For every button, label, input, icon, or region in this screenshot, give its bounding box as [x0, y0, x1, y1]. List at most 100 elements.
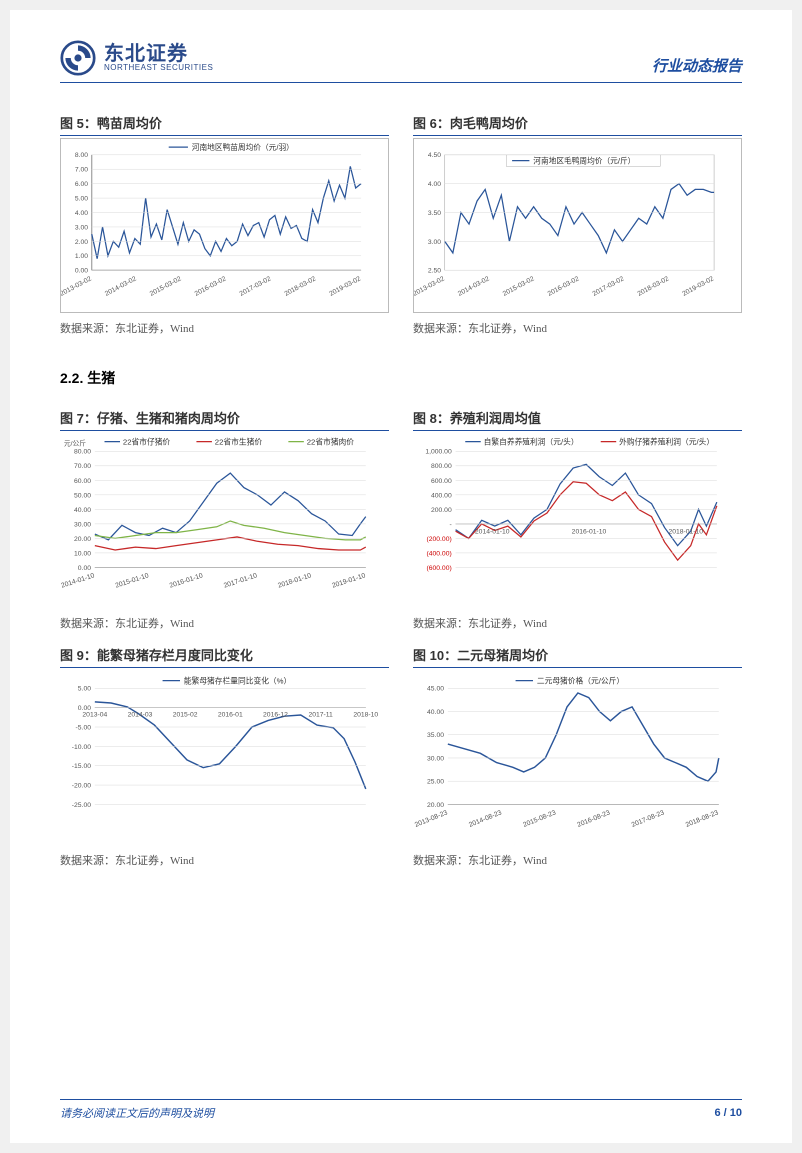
svg-text:200.00: 200.00 — [431, 507, 452, 514]
svg-text:2013-08-23: 2013-08-23 — [414, 809, 449, 829]
svg-text:(600.00): (600.00) — [427, 565, 452, 572]
company-logo-icon — [60, 40, 96, 76]
svg-text:2014-03-02: 2014-03-02 — [104, 275, 138, 297]
svg-text:2015-01-10: 2015-01-10 — [115, 572, 150, 589]
svg-text:2015-08-23: 2015-08-23 — [522, 809, 557, 829]
figure-9-chart: 能繁母猪存栏量同比变化（%） -25.00-20.00-15.00-10.00-… — [60, 670, 389, 845]
figure-10-source: 数据来源：东北证券，Wind — [413, 852, 742, 868]
figure-6-title: 图 6：肉毛鸭周均价 — [413, 113, 742, 136]
svg-text:20.00: 20.00 — [427, 802, 444, 809]
svg-text:-5.00: -5.00 — [76, 724, 92, 731]
document-type: 行业动态报告 — [652, 55, 742, 76]
svg-text:40.00: 40.00 — [74, 507, 91, 514]
svg-text:1,000.00: 1,000.00 — [425, 449, 452, 456]
figure-9: 图 9：能繁母猪存栏月度同比变化 能繁母猪存栏量同比变化（%） -25.00 -2… — [60, 645, 389, 868]
svg-text:2015-03-02: 2015-03-02 — [502, 275, 536, 297]
svg-text:2013-03-02: 2013-03-02 — [61, 275, 93, 297]
svg-text:2017-01-10: 2017-01-10 — [223, 572, 258, 589]
svg-text:2018-01-10: 2018-01-10 — [277, 572, 312, 589]
header-divider — [60, 82, 742, 83]
svg-text:4.50: 4.50 — [428, 152, 441, 159]
figure-6-chart: 河南地区毛鸭周均价（元/斤） 2.503.003.504.004.50 2013… — [413, 138, 742, 313]
svg-text:60.00: 60.00 — [74, 478, 91, 485]
svg-text:2013-03-02: 2013-03-02 — [414, 275, 446, 297]
svg-text:22省市猪肉价: 22省市猪肉价 — [307, 437, 355, 447]
svg-text:8.00: 8.00 — [75, 152, 88, 159]
svg-text:2019-03-02: 2019-03-02 — [328, 275, 362, 297]
svg-text:22省市生猪价: 22省市生猪价 — [215, 437, 263, 447]
figure-7-source: 数据来源：东北证券，Wind — [60, 615, 389, 631]
svg-text:(200.00): (200.00) — [427, 536, 452, 543]
svg-text:2016-03-02: 2016-03-02 — [547, 275, 581, 297]
svg-text:-25.00: -25.00 — [72, 802, 91, 809]
svg-text:2014-01-10: 2014-01-10 — [60, 572, 95, 589]
figure-9-title: 图 9：能繁母猪存栏月度同比变化 — [60, 645, 389, 668]
svg-text:2016-01: 2016-01 — [218, 711, 243, 718]
figure-8-title: 图 8：养殖利润周均值 — [413, 408, 742, 431]
figure-5-title: 图 5：鸭苗周均价 — [60, 113, 389, 136]
svg-text:2018-03-02: 2018-03-02 — [283, 275, 317, 297]
figure-6-source: 数据来源：东北证券，Wind — [413, 320, 742, 336]
svg-text:30.00: 30.00 — [427, 755, 444, 762]
logo: 东北证券 NORTHEAST SECURITIES — [60, 40, 213, 76]
svg-text:80.00: 80.00 — [74, 449, 91, 456]
figure-9-source: 数据来源：东北证券，Wind — [60, 852, 389, 868]
figure-8-chart: 自繁自养养殖利润（元/头） 外购仔猪养殖利润（元/头） (600.00) (400… — [413, 433, 742, 608]
svg-text:4.00: 4.00 — [75, 210, 88, 217]
svg-text:3.00: 3.00 — [428, 239, 441, 246]
figure-5-chart: 河南地区鸭苗周均价（元/羽） 0.001.002.003.004.005.006… — [60, 138, 389, 313]
svg-text:2017-03-02: 2017-03-02 — [592, 275, 626, 297]
figure-8: 图 8：养殖利润周均值 自繁自养养殖利润（元/头） 外购仔猪养殖利润（元/头） … — [413, 408, 742, 631]
svg-text:2.50: 2.50 — [428, 268, 441, 275]
svg-text:40.00: 40.00 — [427, 709, 444, 716]
svg-text:3.00: 3.00 — [75, 224, 88, 231]
svg-text:2017-11: 2017-11 — [308, 711, 333, 718]
svg-text:1.00: 1.00 — [75, 253, 88, 260]
svg-text:800.00: 800.00 — [431, 463, 452, 470]
svg-text:50.00: 50.00 — [74, 492, 91, 499]
svg-text:2019-01-10: 2019-01-10 — [331, 572, 366, 589]
svg-text:6.00: 6.00 — [75, 181, 88, 188]
page: 东北证券 NORTHEAST SECURITIES 行业动态报告 图 5：鸭苗周… — [10, 10, 792, 1143]
figure-5-source: 数据来源：东北证券，Wind — [60, 320, 389, 336]
svg-text:30.00: 30.00 — [74, 521, 91, 528]
svg-text:能繁母猪存栏量同比变化（%）: 能繁母猪存栏量同比变化（%） — [184, 675, 291, 685]
company-name-en: NORTHEAST SECURITIES — [104, 64, 213, 72]
svg-text:0.00: 0.00 — [78, 565, 91, 572]
svg-text:-20.00: -20.00 — [72, 782, 91, 789]
svg-text:2016-03-02: 2016-03-02 — [194, 275, 228, 297]
figure-6: 图 6：肉毛鸭周均价 河南地区毛鸭周均价（元/斤） 2.503.003.504.… — [413, 113, 742, 336]
svg-text:2014-03: 2014-03 — [128, 711, 153, 718]
footer-disclaimer: 请务必阅读正文后的声明及说明 — [60, 1105, 214, 1121]
company-name-cn: 东北证券 — [104, 44, 213, 64]
svg-text:-: - — [449, 521, 451, 528]
figure-7: 图 7：仔猪、生猪和猪肉周均价 元/公斤 22省市仔猪价 22省市生猪价 — [60, 408, 389, 631]
svg-text:(400.00): (400.00) — [427, 550, 452, 557]
svg-text:2016-01-10: 2016-01-10 — [572, 529, 607, 536]
figure-10: 图 10：二元母猪周均价 二元母猪价格（元/公斤） 20.00 25.00 30.0… — [413, 645, 742, 868]
svg-text:二元母猪价格（元/公斤）: 二元母猪价格（元/公斤） — [537, 675, 624, 685]
svg-text:10.00: 10.00 — [74, 550, 91, 557]
svg-text:元/公斤: 元/公斤 — [64, 439, 86, 448]
svg-text:0.00: 0.00 — [75, 268, 88, 275]
svg-text:22省市仔猪价: 22省市仔猪价 — [123, 437, 171, 447]
svg-text:20.00: 20.00 — [74, 536, 91, 543]
svg-text:400.00: 400.00 — [431, 492, 452, 499]
svg-text:2016-01-10: 2016-01-10 — [169, 572, 204, 589]
figure-10-title: 图 10：二元母猪周均价 — [413, 645, 742, 668]
svg-text:外购仔猪养殖利润（元/头）: 外购仔猪养殖利润（元/头） — [619, 437, 714, 447]
svg-text:25.00: 25.00 — [427, 779, 444, 786]
svg-text:2016-08-23: 2016-08-23 — [576, 809, 611, 829]
svg-text:自繁自养养殖利润（元/头）: 自繁自养养殖利润（元/头） — [484, 437, 579, 447]
svg-text:2018-03-02: 2018-03-02 — [636, 275, 670, 297]
svg-text:4.00: 4.00 — [428, 181, 441, 188]
charts-grid: 图 5：鸭苗周均价 河南地区鸭苗周均价（元/羽） 0.0 — [60, 113, 742, 868]
svg-text:2017-03-02: 2017-03-02 — [239, 275, 273, 297]
svg-text:2018-08-23: 2018-08-23 — [685, 809, 720, 829]
svg-text:5.00: 5.00 — [75, 195, 88, 202]
svg-text:2016-12: 2016-12 — [263, 711, 288, 718]
svg-text:2.00: 2.00 — [75, 239, 88, 246]
figure-7-title: 图 7：仔猪、生猪和猪肉周均价 — [60, 408, 389, 431]
svg-text:2018-10: 2018-10 — [353, 711, 378, 718]
svg-text:2014-01-10: 2014-01-10 — [475, 529, 510, 536]
